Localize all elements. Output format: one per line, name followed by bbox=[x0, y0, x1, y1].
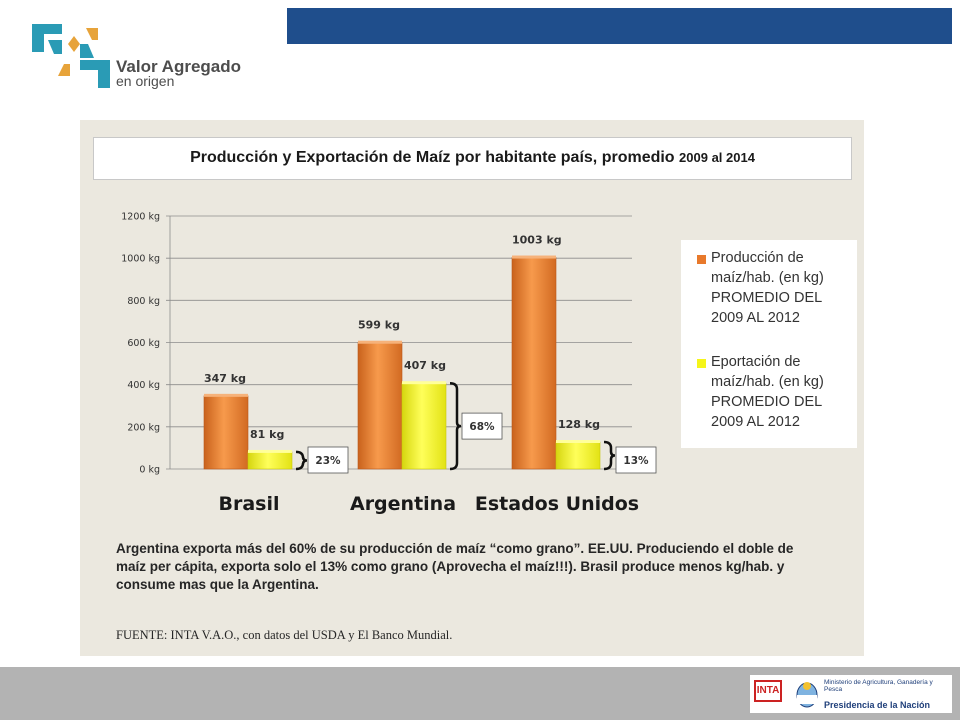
logo-subtitle: en origen bbox=[116, 73, 175, 89]
share-box-0 bbox=[307, 446, 349, 474]
bar-production-0 bbox=[203, 395, 249, 470]
legend-swatch-export bbox=[697, 359, 706, 368]
data-label: 128 kg bbox=[558, 418, 600, 431]
logo-title: Valor Agregado bbox=[116, 57, 242, 76]
y-tick-label: 1200 kg bbox=[121, 212, 160, 223]
category-label: Argentina bbox=[350, 493, 456, 515]
bar-cap bbox=[248, 449, 292, 453]
footer-logos: INTA Ministerio de Agricultura, Ganaderí… bbox=[750, 675, 952, 713]
y-tick-label: 600 kg bbox=[127, 338, 160, 349]
data-label: 1003 kg bbox=[512, 234, 562, 247]
data-label: 407 kg bbox=[404, 359, 446, 372]
share-box-2 bbox=[615, 446, 657, 474]
source-note: FUENTE: INTA V.A.O., con datos del USDA … bbox=[116, 628, 453, 642]
chart-title-years: 2009 al 2014 bbox=[679, 150, 755, 165]
share-box-1 bbox=[461, 412, 503, 440]
legend-label-production: Producción de maíz/hab. (en kg) PROMEDIO… bbox=[711, 250, 824, 326]
valor-agregado-logo bbox=[28, 14, 258, 94]
bar-production-2 bbox=[511, 257, 557, 470]
data-label: 599 kg bbox=[358, 319, 400, 332]
brace-1 bbox=[449, 381, 462, 471]
share-label: 68% bbox=[469, 421, 495, 433]
data-labels: 347 kg 81 kg 599 kg 407 kg 1003 kg 128 kg bbox=[204, 234, 600, 441]
y-tick-label: 200 kg bbox=[127, 422, 160, 433]
chart-title: Producción y Exportación de Maíz por hab… bbox=[94, 149, 851, 167]
y-tick-label: 1000 kg bbox=[121, 254, 160, 265]
bar-cap bbox=[204, 393, 248, 397]
bar-export-0 bbox=[247, 451, 293, 470]
chart-title-box: Producción y Exportación de Maíz por hab… bbox=[93, 137, 852, 180]
bar-cap bbox=[402, 381, 446, 385]
share-label: 23% bbox=[315, 455, 341, 467]
data-label: 347 kg bbox=[204, 372, 246, 385]
category-labels: Brasil Argentina Estados Unidos bbox=[218, 493, 639, 515]
brace-2 bbox=[603, 440, 616, 471]
category-label: Estados Unidos bbox=[475, 493, 639, 515]
arrows-logo-icon bbox=[32, 24, 110, 88]
bar-export-1 bbox=[401, 382, 447, 470]
argentina-emblem-icon bbox=[796, 682, 818, 708]
bars bbox=[203, 255, 601, 470]
share-label: 13% bbox=[623, 455, 649, 467]
bar-cap bbox=[358, 340, 402, 344]
data-label: 81 kg bbox=[250, 428, 284, 441]
y-tick-label: 0 kg bbox=[139, 465, 160, 476]
category-label: Brasil bbox=[218, 493, 279, 515]
chart-note: Argentina exporta más del 60% de su prod… bbox=[116, 541, 794, 592]
chart-title-main: Producción y Exportación de Maíz por hab… bbox=[190, 149, 675, 166]
brace-0 bbox=[295, 450, 308, 471]
chart-legend: Producción de maíz/hab. (en kg) PROMEDIO… bbox=[681, 240, 857, 448]
y-tick-label: 800 kg bbox=[127, 296, 160, 307]
export-share-braces: 23% 68% 13% bbox=[295, 381, 657, 474]
header-bar bbox=[287, 8, 952, 44]
bar-production-1 bbox=[357, 342, 403, 470]
legend-label-export: Eportación de maíz/hab. (en kg) PROMEDIO… bbox=[711, 354, 824, 430]
legend-swatch-production bbox=[697, 255, 706, 264]
ministry-name: Ministerio de Agricultura, Ganadería y P… bbox=[824, 679, 933, 693]
presidency-name: Presidencia de la Nación bbox=[824, 700, 931, 710]
bar-cap bbox=[512, 255, 556, 259]
y-tick-label: 400 kg bbox=[127, 380, 160, 391]
y-axis-ticks: 0 kg 200 kg 400 kg 600 kg 800 kg 1000 kg 1200 … bbox=[121, 212, 160, 476]
bar-cap bbox=[556, 440, 600, 444]
bar-export-2 bbox=[555, 441, 601, 470]
inta-logo: INTA bbox=[754, 680, 782, 702]
